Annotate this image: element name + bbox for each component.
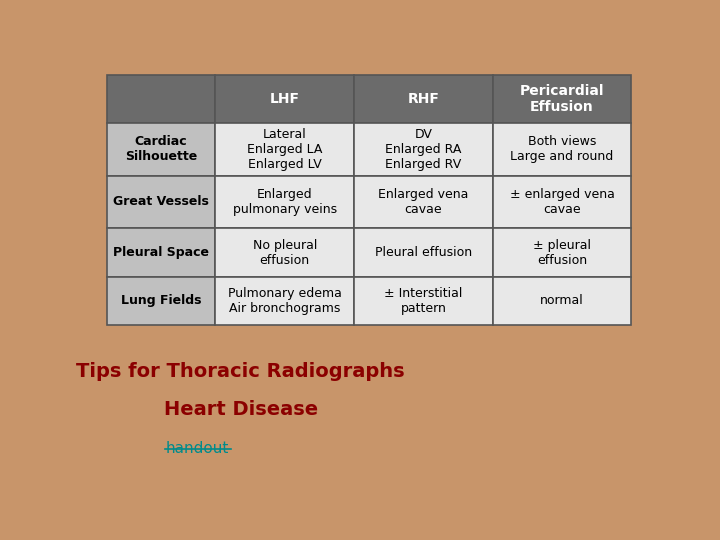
Text: Tips for Thoracic Radiographs: Tips for Thoracic Radiographs <box>76 362 405 381</box>
Text: ± enlarged vena
cavae: ± enlarged vena cavae <box>510 188 614 216</box>
FancyBboxPatch shape <box>354 75 492 123</box>
FancyBboxPatch shape <box>107 123 215 176</box>
FancyBboxPatch shape <box>215 176 354 228</box>
Text: Both views
Large and round: Both views Large and round <box>510 136 613 164</box>
Text: DV
Enlarged RA
Enlarged RV: DV Enlarged RA Enlarged RV <box>385 128 462 171</box>
FancyBboxPatch shape <box>107 277 215 325</box>
Text: Lateral
Enlarged LA
Enlarged LV: Lateral Enlarged LA Enlarged LV <box>247 128 323 171</box>
FancyBboxPatch shape <box>492 228 631 277</box>
Text: Pleural Space: Pleural Space <box>113 246 209 259</box>
Text: Great Vessels: Great Vessels <box>113 195 209 208</box>
FancyBboxPatch shape <box>215 123 354 176</box>
Text: LHF: LHF <box>270 92 300 106</box>
Text: Pulmonary edema
Air bronchograms: Pulmonary edema Air bronchograms <box>228 287 342 315</box>
Text: RHF: RHF <box>408 92 439 106</box>
Text: Pleural effusion: Pleural effusion <box>375 246 472 259</box>
FancyBboxPatch shape <box>492 75 631 123</box>
FancyBboxPatch shape <box>215 228 354 277</box>
FancyBboxPatch shape <box>215 75 354 123</box>
FancyBboxPatch shape <box>354 277 492 325</box>
FancyBboxPatch shape <box>492 123 631 176</box>
FancyBboxPatch shape <box>354 176 492 228</box>
Text: ± pleural
effusion: ± pleural effusion <box>533 239 591 267</box>
Text: Heart Disease: Heart Disease <box>163 400 318 419</box>
FancyBboxPatch shape <box>492 277 631 325</box>
Text: Lung Fields: Lung Fields <box>121 294 202 307</box>
Text: Cardiac
Silhouette: Cardiac Silhouette <box>125 136 197 164</box>
FancyBboxPatch shape <box>354 228 492 277</box>
FancyBboxPatch shape <box>354 123 492 176</box>
Text: handout: handout <box>166 441 230 456</box>
FancyBboxPatch shape <box>107 176 215 228</box>
Text: ± Interstitial
pattern: ± Interstitial pattern <box>384 287 462 315</box>
Text: Pericardial
Effusion: Pericardial Effusion <box>520 84 604 114</box>
Text: Enlarged vena
cavae: Enlarged vena cavae <box>378 188 469 216</box>
FancyBboxPatch shape <box>107 228 215 277</box>
Text: No pleural
effusion: No pleural effusion <box>253 239 317 267</box>
FancyBboxPatch shape <box>215 277 354 325</box>
FancyBboxPatch shape <box>107 75 215 123</box>
Text: Enlarged
pulmonary veins: Enlarged pulmonary veins <box>233 188 337 216</box>
FancyBboxPatch shape <box>492 176 631 228</box>
Text: normal: normal <box>540 294 584 307</box>
